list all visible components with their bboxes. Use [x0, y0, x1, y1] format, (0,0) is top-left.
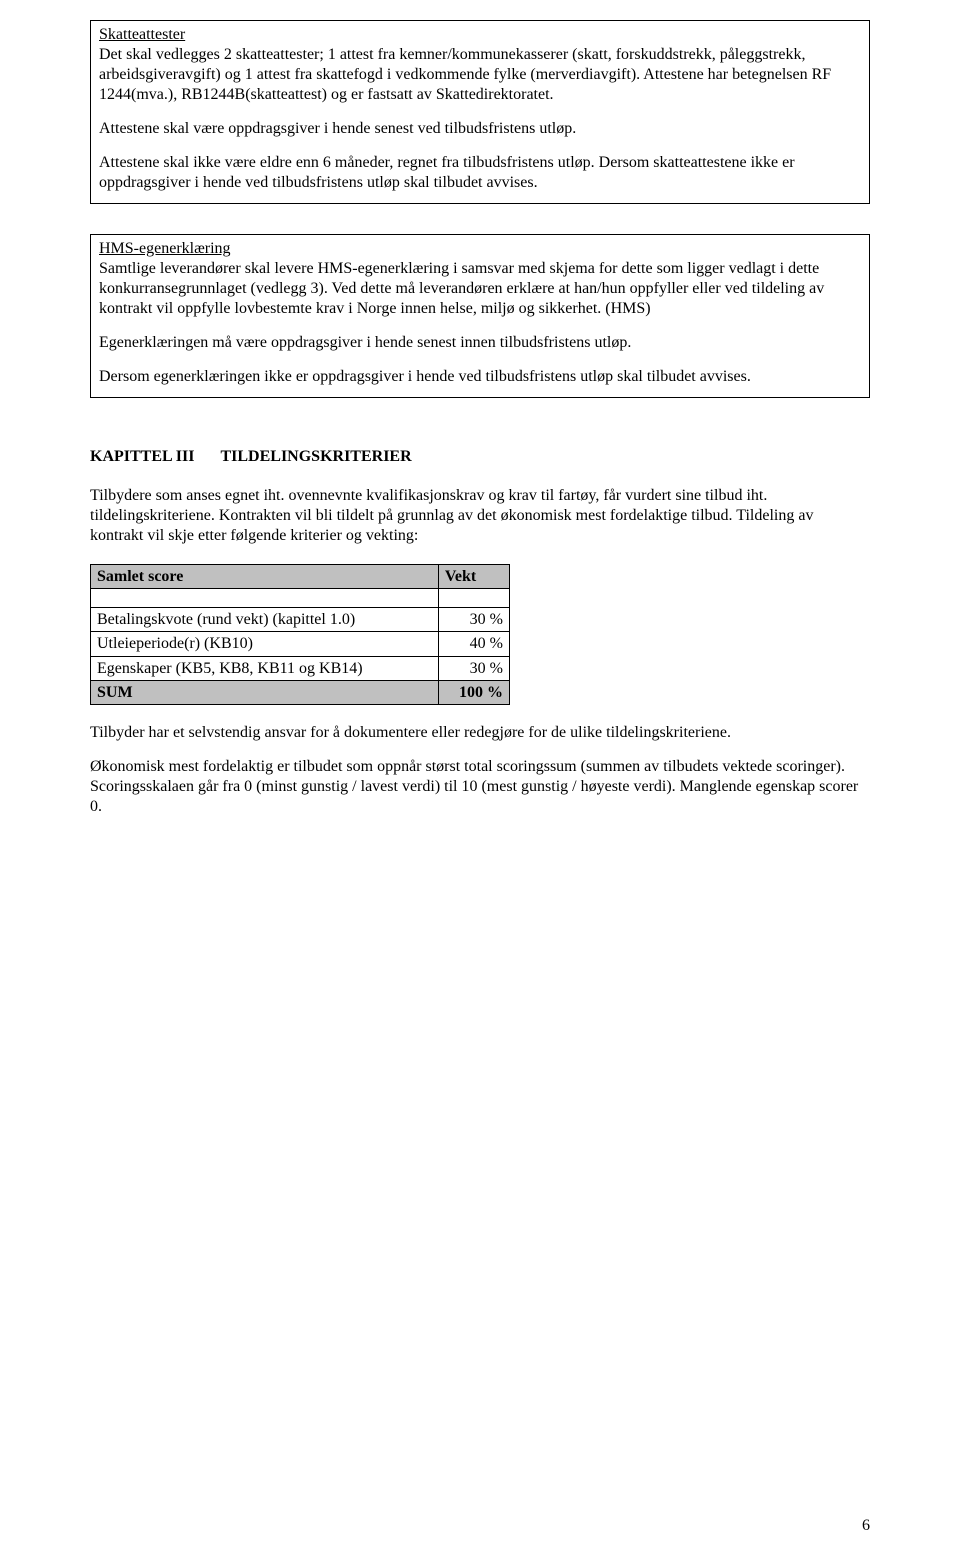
box2-text-2: Egenerklæringen må være oppdragsgiver i … [99, 333, 861, 353]
table-cell-value: 30 % [438, 608, 509, 632]
chapter-heading: KAPITTEL III TILDELINGSKRITERIER [90, 448, 870, 466]
after-paragraph-1: Tilbyder har et selvstendig ansvar for å… [90, 723, 870, 743]
table-cell-value: 30 % [438, 656, 509, 680]
page: Skatteattester Det skal vedlegges 2 skat… [0, 0, 960, 1545]
table-cell-label: Betalingskvote (rund vekt) (kapittel 1.0… [91, 608, 439, 632]
box1-text-2: Attestene skal være oppdragsgiver i hend… [99, 119, 861, 139]
page-number: 6 [862, 1517, 870, 1535]
chapter-title: TILDELINGSKRITERIER [220, 448, 411, 465]
table-row: Egenskaper (KB5, KB8, KB11 og KB14) 30 % [91, 656, 510, 680]
box2-paragraph-1: HMS-egenerklæring Samtlige leverandører … [99, 239, 861, 319]
table-sum-row: SUM 100 % [91, 680, 510, 704]
table-row: Betalingskvote (rund vekt) (kapittel 1.0… [91, 608, 510, 632]
box-skatteattester: Skatteattester Det skal vedlegges 2 skat… [90, 20, 870, 204]
chapter-intro: Tilbydere som anses egnet iht. ovennevnt… [90, 486, 870, 546]
table-header-value: Vekt [438, 565, 509, 589]
table-sum-value: 100 % [438, 680, 509, 704]
box1-text-1: Det skal vedlegges 2 skatteattester; 1 a… [99, 46, 831, 103]
box2-text-1: Samtlige leverandører skal levere HMS-eg… [99, 260, 824, 317]
table-cell-label: Egenskaper (KB5, KB8, KB11 og KB14) [91, 656, 439, 680]
box1-paragraph-1: Skatteattester Det skal vedlegges 2 skat… [99, 25, 861, 105]
table-cell-label: Utleieperiode(r) (KB10) [91, 632, 439, 656]
score-table: Samlet score Vekt Betalingskvote (rund v… [90, 564, 510, 705]
box2-text-3: Dersom egenerklæringen ikke er oppdragsg… [99, 367, 861, 387]
box2-title: HMS-egenerklæring [99, 240, 231, 257]
table-header-label: Samlet score [91, 565, 439, 589]
table-blank-row [91, 589, 510, 608]
table-sum-label: SUM [91, 680, 439, 704]
after-paragraph-2: Økonomisk mest fordelaktig er tilbudet s… [90, 757, 870, 817]
table-header-row: Samlet score Vekt [91, 565, 510, 589]
table-cell-empty [438, 589, 509, 608]
box1-text-3: Attestene skal ikke være eldre enn 6 mån… [99, 153, 861, 193]
table-cell-value: 40 % [438, 632, 509, 656]
box-hms: HMS-egenerklæring Samtlige leverandører … [90, 234, 870, 398]
box1-title: Skatteattester [99, 26, 185, 43]
chapter-prefix: KAPITTEL III [90, 448, 194, 465]
table-cell-empty [91, 589, 439, 608]
table-row: Utleieperiode(r) (KB10) 40 % [91, 632, 510, 656]
